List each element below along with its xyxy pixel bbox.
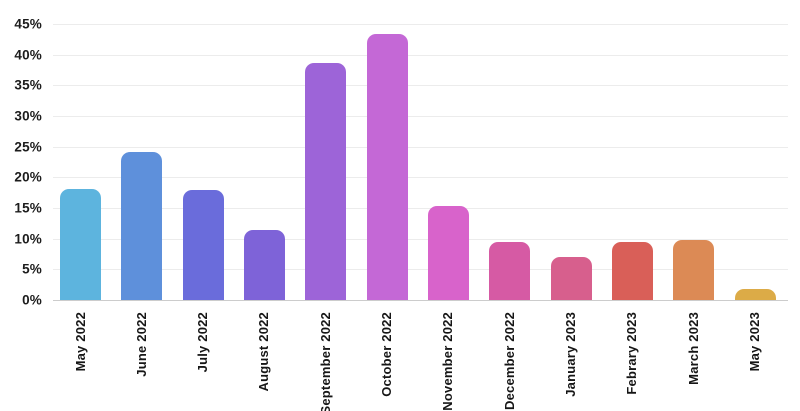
y-tick-label: 30%: [14, 108, 42, 124]
gridline: [53, 116, 788, 117]
x-tick-label: May 2023: [747, 312, 763, 372]
y-tick-label: 15%: [14, 200, 42, 216]
y-tick-label: 40%: [14, 47, 42, 63]
x-tick-label: July 2022: [195, 312, 211, 373]
bar-september-2022: [305, 63, 347, 300]
gridline: [53, 54, 788, 56]
gridline: [53, 85, 788, 87]
y-tick-label: 45%: [14, 16, 42, 32]
bar-july-2022: [182, 190, 224, 300]
y-tick-label: 20%: [14, 169, 42, 185]
x-tick-label: October 2022: [379, 312, 395, 397]
y-tick-label: 25%: [14, 139, 42, 155]
bar-june-2022: [121, 151, 163, 300]
x-tick-label: Febrary 2023: [624, 312, 640, 395]
bar-may-2022: [60, 188, 101, 300]
x-tick-label: November 2022: [440, 312, 456, 411]
bar-november-2022: [427, 205, 469, 300]
bar-october-2022: [366, 33, 408, 300]
y-tick-label: 10%: [14, 231, 42, 247]
x-tick-label: June 2022: [133, 312, 149, 377]
bar-march-2023: [673, 239, 715, 300]
x-tick-label: December 2022: [501, 312, 517, 410]
y-tick-label: 35%: [14, 77, 42, 93]
gridline: [53, 177, 788, 179]
x-tick-label: March 2023: [685, 312, 701, 385]
bar-august-2022: [243, 230, 285, 300]
bar-december-2022: [489, 241, 531, 300]
gridline: [53, 24, 788, 25]
gridline: [53, 269, 788, 271]
gridline: [53, 146, 788, 148]
x-tick-label: September 2022: [317, 312, 333, 411]
x-tick-label: January 2023: [563, 312, 579, 397]
gridline: [53, 208, 788, 209]
x-axis-baseline: [53, 300, 788, 301]
gridline: [53, 238, 788, 240]
bar-january-2023: [550, 257, 592, 300]
y-tick-label: 0%: [22, 292, 42, 308]
bar-may-2023: [734, 288, 776, 300]
bar-febrary-2023: [611, 241, 653, 300]
y-tick-label: 5%: [22, 261, 42, 277]
x-tick-label: August 2022: [256, 312, 272, 392]
x-tick-label: May 2022: [72, 312, 88, 372]
